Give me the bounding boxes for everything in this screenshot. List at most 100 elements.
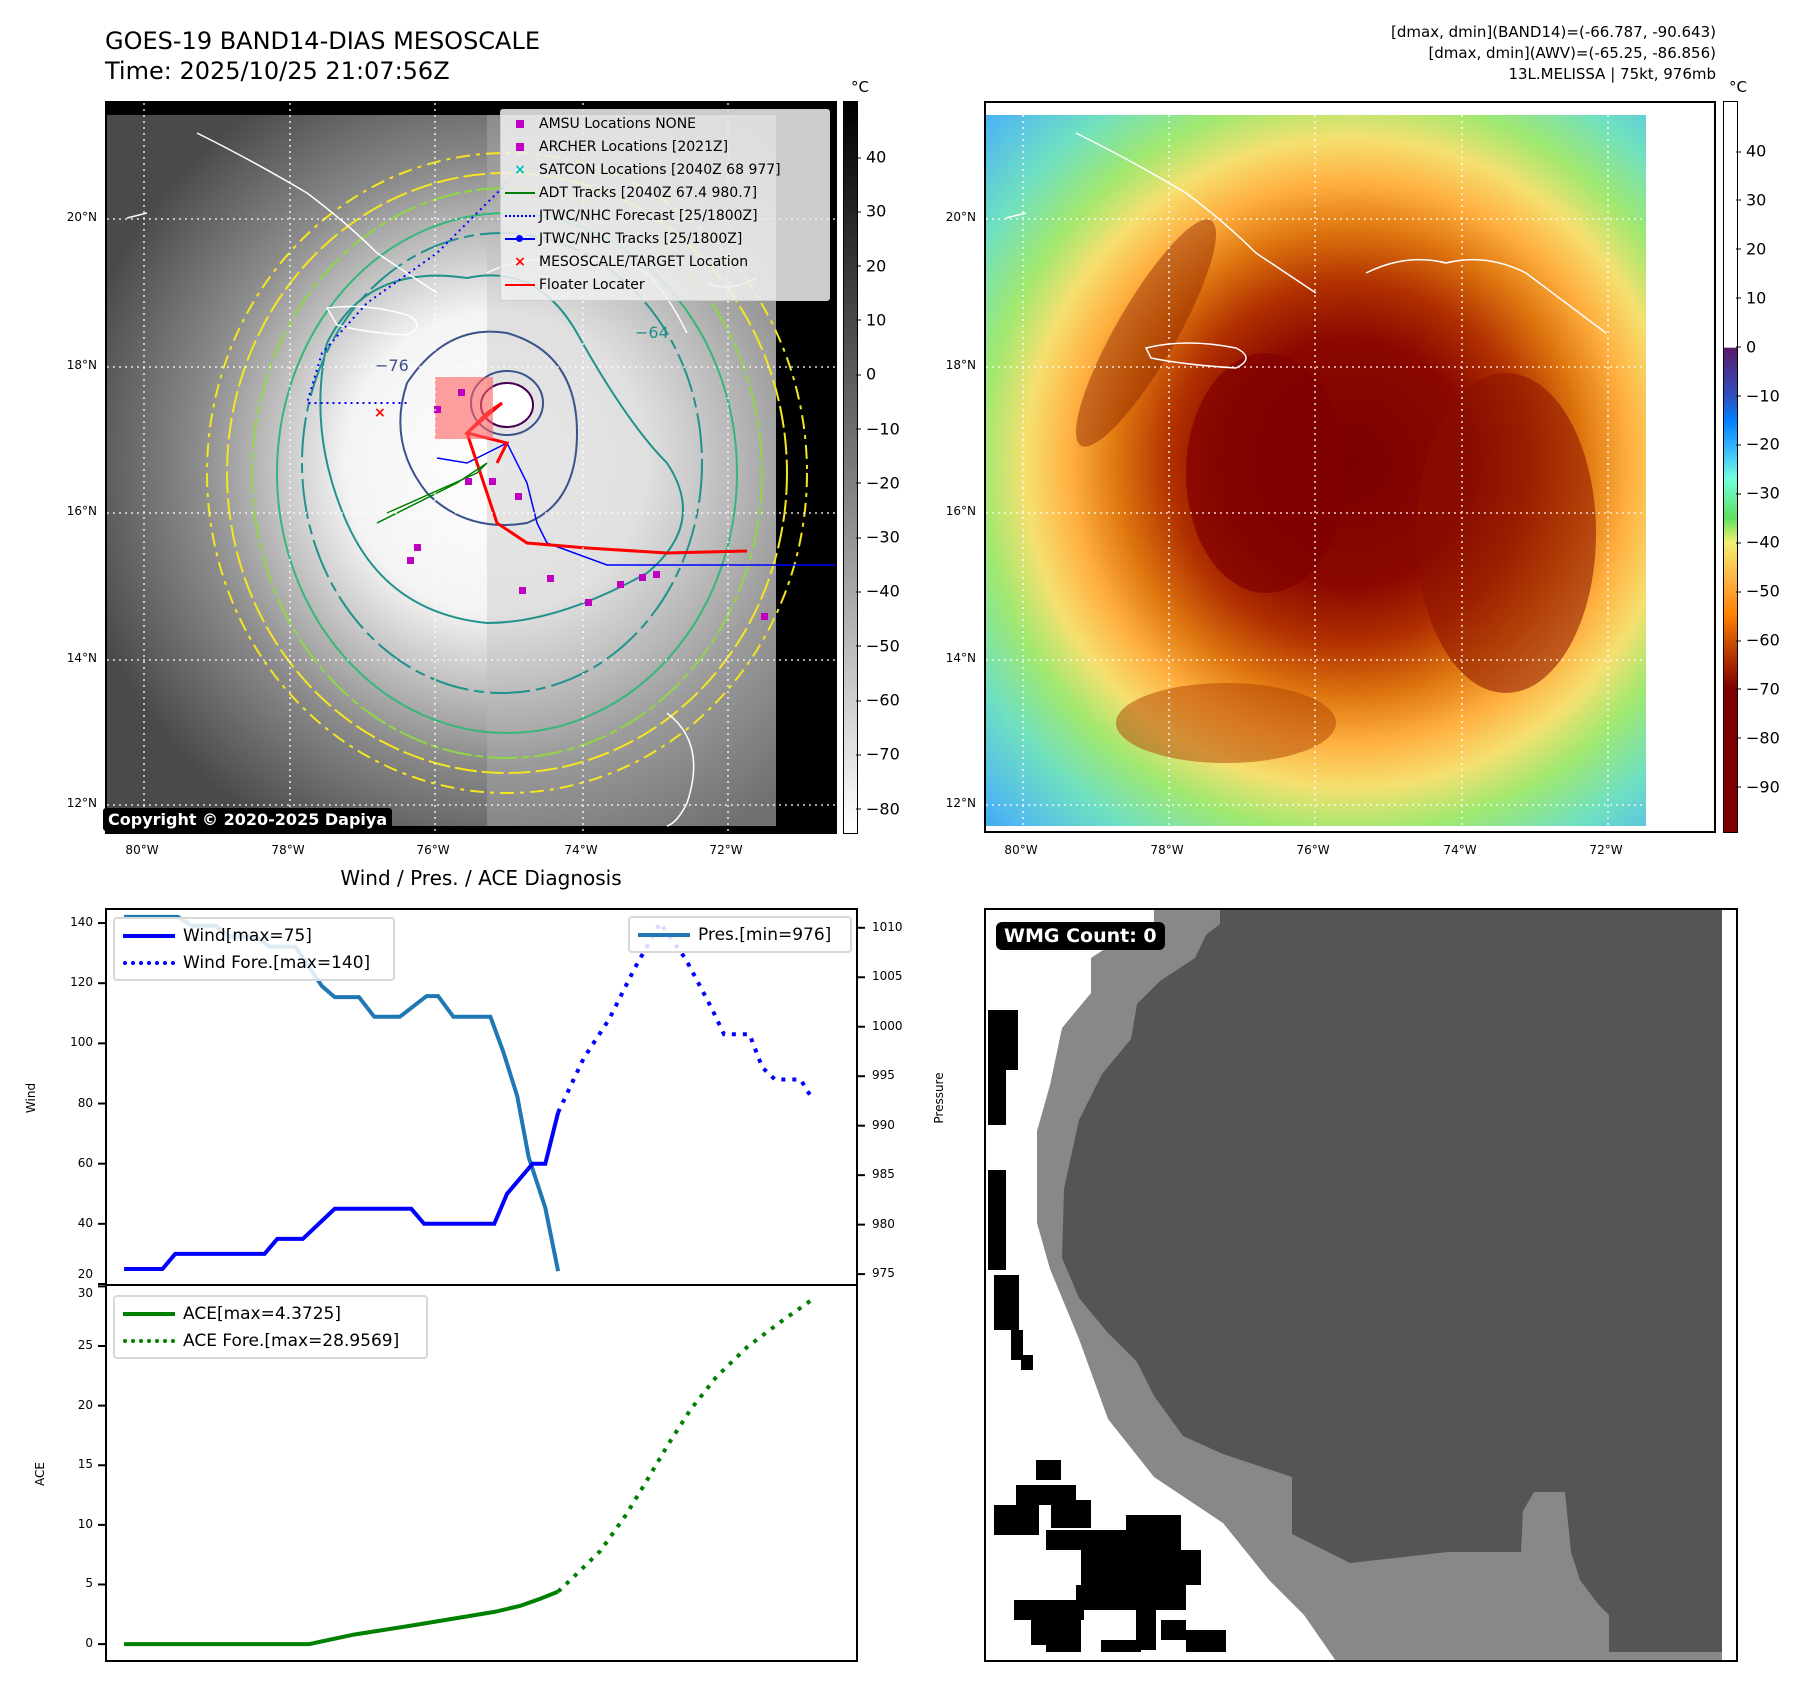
colorbar-tick-label: −50 (1736, 581, 1780, 601)
wind-axis-tick-label: 40 (77, 1215, 93, 1230)
line-icon (501, 191, 539, 194)
legend-label: JTWC/NHC Tracks [25/1800Z] (539, 230, 743, 247)
wind-axis-tick-label: 80 (77, 1095, 93, 1110)
lat-label: 16°N (66, 504, 97, 518)
colorbar-tick-label: −20 (856, 473, 900, 493)
lon-label: 80°W (1004, 843, 1038, 857)
legend-item-jtwc-tracks: JTWC/NHC Tracks [25/1800Z] (501, 227, 829, 250)
lon-label: 80°W (125, 843, 159, 857)
legend-item-wind-forecast: Wind Fore.[max=140] (123, 949, 385, 976)
wmg-count-badge: WMG Count: 0 (996, 922, 1165, 950)
colorbar-tick-label: −10 (1736, 386, 1780, 405)
colorbar-tick-label: 30 (1735, 190, 1767, 210)
colorbar-tick-label: 10 (1735, 288, 1767, 308)
ace-forecast-line (556, 1297, 815, 1594)
lat-label: 16°N (945, 504, 976, 518)
ace-axis-tick-label: 20 (77, 1397, 93, 1412)
colorbar-tick-label: 0 (1735, 337, 1757, 357)
colorbar-tick-label: 40 (1735, 141, 1767, 161)
subplot-divider (107, 1284, 856, 1286)
colorbar-tick-label: 20 (855, 256, 887, 276)
lon-label: 74°W (564, 843, 598, 857)
diagnosis-chart (105, 908, 858, 1662)
dotted-line-icon (123, 1338, 175, 1343)
copyright-badge: Copyright © 2020-2025 Dapiya (103, 808, 393, 831)
svg-text:×: × (374, 405, 386, 421)
legend-item-archer: ARCHER Locations [2021Z] (501, 135, 829, 158)
lat-label: 20°N (66, 210, 97, 224)
lon-label: 74°W (1443, 843, 1477, 857)
dotted-line-icon (501, 214, 539, 217)
wmg-panel (984, 908, 1738, 1662)
colorbar-tick-label: −40 (856, 581, 900, 601)
lat-label: 12°N (66, 796, 97, 810)
wind-axis-tick-label: 60 (77, 1155, 93, 1170)
pressure-axis-label: Pressure (932, 1072, 946, 1124)
solid-line-icon (123, 1311, 175, 1316)
ace-axis-label: ACE (33, 1462, 47, 1486)
observation-time: Time: 2025/10/25 21:07:56Z (105, 57, 450, 85)
pressure-axis-tick-label: 980 (872, 1216, 895, 1231)
map-legend: AMSU Locations NONE ARCHER Locations [20… (500, 109, 830, 301)
contour-label: −76 (375, 356, 409, 375)
lon-label: 76°W (416, 843, 450, 857)
colorbar-tick-label: −60 (856, 690, 900, 710)
wind-axis-tick-label: 120 (70, 975, 93, 990)
ace-legend: ACE[max=4.3725] ACE Fore.[max=28.9569] (113, 1295, 428, 1359)
solid-line-icon (123, 933, 175, 938)
legend-item-ace-forecast: ACE Fore.[max=28.9569] (123, 1327, 418, 1354)
legend-label: JTWC/NHC Forecast [25/1800Z] (539, 207, 758, 224)
colorbar-unit: °C (1729, 78, 1747, 96)
colorbar-tick-label: −80 (1736, 728, 1780, 748)
legend-label: ADT Tracks [2040Z 67.4 980.7] (539, 184, 758, 201)
lat-label: 14°N (66, 651, 97, 665)
lat-label: 12°N (945, 796, 976, 810)
wind-legend: Wind[max=75] Wind Fore.[max=140] (113, 917, 395, 981)
band14-range: [dmax, dmin](BAND14)=(-66.787, -90.643) (1391, 23, 1716, 41)
colorbar-tick-label: −70 (1736, 679, 1780, 699)
legend-item-amsu: AMSU Locations NONE (501, 112, 829, 135)
pressure-axis-tick-label: 995 (872, 1068, 895, 1083)
colorbar-tick-label: −70 (856, 744, 900, 764)
legend-label: Wind[max=75] (183, 925, 312, 946)
awv-imagery (986, 103, 1661, 831)
legend-label: Floater Locater (539, 276, 645, 293)
legend-label: SATCON Locations [2040Z 68 977] (539, 161, 781, 178)
legend-item-satcon: × SATCON Locations [2040Z 68 977] (501, 158, 829, 181)
lon-label: 78°W (1150, 843, 1184, 857)
pressure-axis-tick-label: 1005 (872, 969, 903, 984)
pressure-axis-tick-label: 975 (872, 1266, 895, 1281)
lon-label: 72°W (709, 843, 743, 857)
pressure-axis-tick-label: 1010 (872, 919, 903, 934)
colorbar-tick-label: 20 (1735, 239, 1767, 259)
colorbar-tick-label: −30 (1736, 483, 1780, 503)
pressure-axis-tick-label: 1000 (872, 1018, 903, 1033)
colorbar-tick-label: −90 (1736, 777, 1780, 797)
wind-axis-tick-label: 100 (70, 1035, 93, 1050)
legend-label: MESOSCALE/TARGET Location (539, 253, 749, 270)
colorbar-tick-label: −60 (1736, 630, 1780, 650)
lon-label: 78°W (271, 843, 305, 857)
ace-axis-tick-label: 15 (77, 1457, 93, 1472)
pressure-axis-tick-label: 990 (872, 1117, 895, 1132)
awv-map[interactable] (984, 101, 1716, 833)
legend-item-floater: Floater Locater (501, 273, 829, 296)
legend-label: AMSU Locations NONE (539, 115, 697, 132)
wind-axis-tick-label: 140 (70, 915, 93, 930)
legend-item-adt: ADT Tracks [2040Z 67.4 980.7] (501, 181, 829, 204)
wind-axis-tick-label: 20 (77, 1267, 93, 1281)
colorbar-tick-label: −80 (856, 799, 900, 819)
colorbar-unit: °C (851, 78, 869, 96)
ace-axis-tick-label: 5 (85, 1576, 93, 1591)
colorbar-tick-label: −40 (1736, 532, 1780, 552)
colorbar-tick-label: −50 (856, 636, 900, 656)
legend-label: Pres.[min=976] (698, 924, 832, 945)
legend-item-mesoscale: × MESOSCALE/TARGET Location (501, 250, 829, 273)
legend-item-jtwc-forecast: JTWC/NHC Forecast [25/1800Z] (501, 204, 829, 227)
chart-title: Wind / Pres. / ACE Diagnosis (340, 866, 622, 890)
band14-colorbar (843, 101, 858, 834)
colorbar-tick-label: 10 (855, 310, 887, 330)
ace-axis-tick-label: 0 (85, 1636, 93, 1651)
lat-label: 20°N (945, 210, 976, 224)
colorbar-tick-label: −30 (856, 527, 900, 547)
